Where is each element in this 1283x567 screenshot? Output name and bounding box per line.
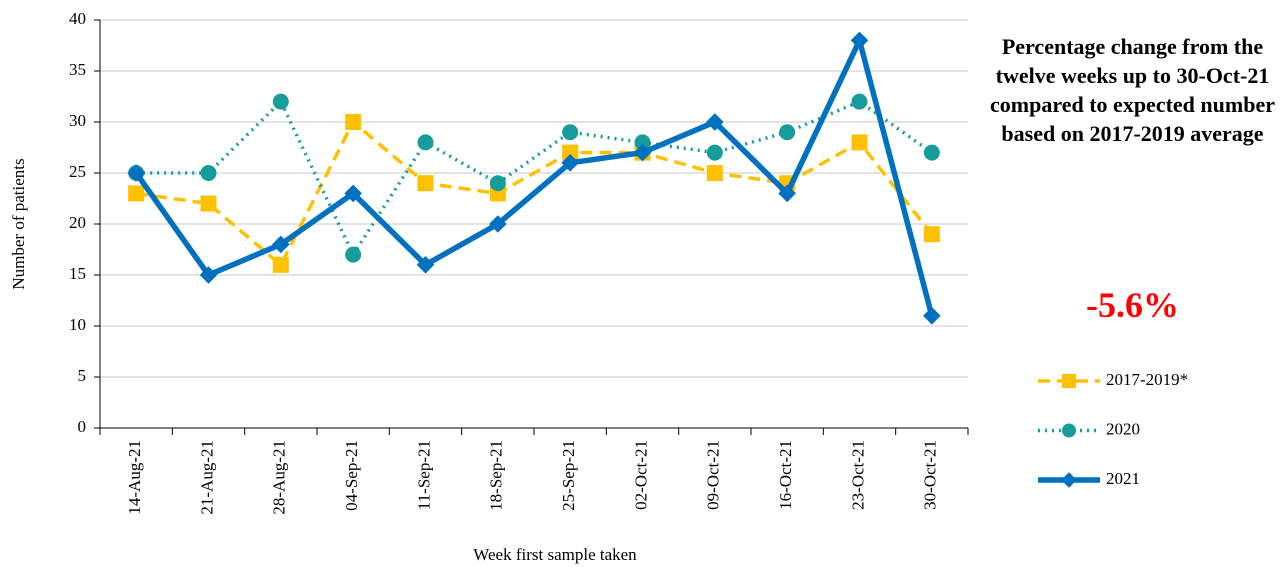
x-tick-label: 11-Sep-21 <box>414 440 433 510</box>
legend-label: 2017-2019* <box>1106 370 1188 389</box>
y-tick-label: 40 <box>69 9 86 28</box>
legend-label: 2020 <box>1106 419 1140 438</box>
x-tick-label: 04-Sep-21 <box>342 440 361 511</box>
y-tick-label: 10 <box>69 315 86 334</box>
marker <box>923 307 941 325</box>
marker <box>272 93 289 110</box>
x-tick-label: 02-Oct-21 <box>631 440 650 510</box>
y-tick-label: 0 <box>78 417 87 436</box>
y-tick-label: 25 <box>69 162 86 181</box>
marker <box>561 154 579 172</box>
marker <box>634 134 651 151</box>
marker <box>562 124 579 141</box>
x-axis-title: Week first sample taken <box>473 545 637 564</box>
y-tick-label: 20 <box>69 213 86 232</box>
annotation: Percentage change from the twelve weeks … <box>990 34 1275 146</box>
marker <box>1061 472 1077 488</box>
x-tick-label: 16-Oct-21 <box>776 440 795 510</box>
series-line <box>133 37 935 317</box>
marker <box>706 165 723 181</box>
marker <box>344 184 362 203</box>
x-tick-label: 21-Aug-21 <box>197 440 216 515</box>
marker <box>272 235 290 254</box>
marker <box>416 256 435 274</box>
x-tick-label: 14-Aug-21 <box>125 440 144 515</box>
marker <box>850 31 869 50</box>
marker <box>779 124 796 141</box>
marker <box>706 144 723 161</box>
marker <box>200 165 217 181</box>
y-tick-label: 35 <box>69 60 86 79</box>
x-tick-label: 09-Oct-21 <box>704 440 723 510</box>
marker <box>127 164 145 182</box>
marker <box>417 175 434 192</box>
x-tick-label: 23-Oct-21 <box>848 440 867 510</box>
x-tick-label: 25-Sep-21 <box>559 440 578 511</box>
marker <box>923 144 940 161</box>
series-line <box>136 99 933 257</box>
legend-label: 2021 <box>1106 469 1140 488</box>
marker <box>489 175 506 192</box>
x-tick-label: 30-Oct-21 <box>921 440 940 510</box>
marker <box>345 246 362 263</box>
marker <box>272 256 289 273</box>
marker <box>200 195 217 212</box>
marker <box>1062 423 1076 438</box>
marker <box>417 134 434 151</box>
marker <box>778 184 796 203</box>
marker <box>851 93 868 110</box>
x-tick-label: 28-Aug-21 <box>270 440 289 515</box>
marker <box>199 266 218 284</box>
y-tick-label: 30 <box>69 111 86 130</box>
marker <box>489 215 507 233</box>
marker <box>345 114 362 130</box>
marker <box>706 113 724 131</box>
annotation-value: -5.6% <box>1086 285 1179 325</box>
y-tick-label: 15 <box>69 264 86 283</box>
marker <box>923 226 940 243</box>
y-axis-title: Number of patients <box>9 158 28 289</box>
marker <box>633 143 652 162</box>
x-tick-label: 18-Sep-21 <box>487 440 506 511</box>
series-line <box>135 120 934 267</box>
y-tick-label: 5 <box>78 366 87 385</box>
marker <box>562 144 579 161</box>
marker <box>1062 374 1076 388</box>
marker <box>851 134 868 151</box>
marker <box>128 185 145 202</box>
